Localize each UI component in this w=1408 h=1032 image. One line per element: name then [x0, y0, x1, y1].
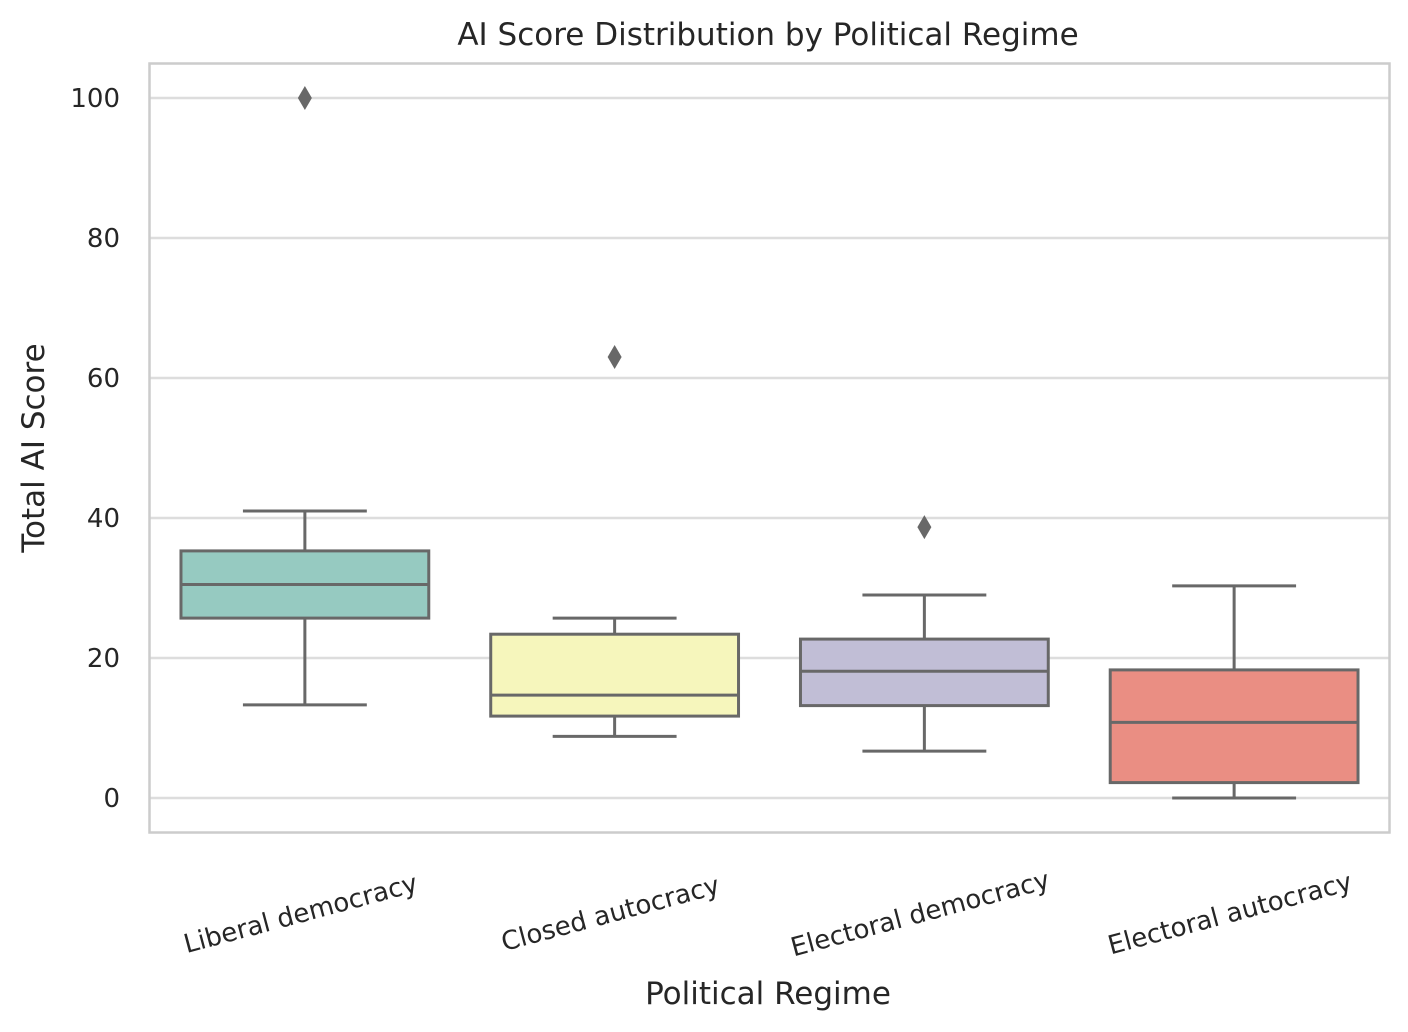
y-tick-label: 20 [87, 644, 120, 674]
box-group [489, 345, 741, 738]
box-group [798, 515, 1050, 753]
plot-frame [148, 62, 1391, 834]
iqr-box [489, 632, 741, 718]
outlier-point [917, 515, 932, 540]
outlier-point [297, 86, 312, 110]
y-tick-label: 0 [103, 784, 120, 814]
x-tick-label: Liberal democracy [181, 869, 421, 960]
x-axis-label: Political Regime [645, 976, 891, 1012]
y-axis-label: Total AI Score [16, 343, 52, 553]
y-tick-label: 100 [70, 84, 120, 114]
x-tick-label: Electoral democracy [788, 865, 1053, 963]
x-tick-labels: Liberal democracy Closed autocracy Elector… [181, 865, 1356, 963]
y-tick-label: 60 [87, 364, 120, 394]
boxes-layer [179, 86, 1360, 800]
y-tick-label: 80 [87, 224, 120, 254]
y-tick-label: 40 [87, 504, 120, 534]
x-tick-label: Closed autocracy [498, 871, 723, 958]
y-tick-labels: 0 20 40 60 80 100 [70, 84, 120, 814]
box-group [1108, 584, 1360, 800]
chart-title: AI Score Distribution by Political Regim… [457, 17, 1078, 53]
x-tick-label: Electoral autocracy [1105, 867, 1355, 961]
iqr-box [1108, 668, 1360, 785]
box-group [179, 86, 431, 707]
outlier-point [607, 345, 622, 369]
